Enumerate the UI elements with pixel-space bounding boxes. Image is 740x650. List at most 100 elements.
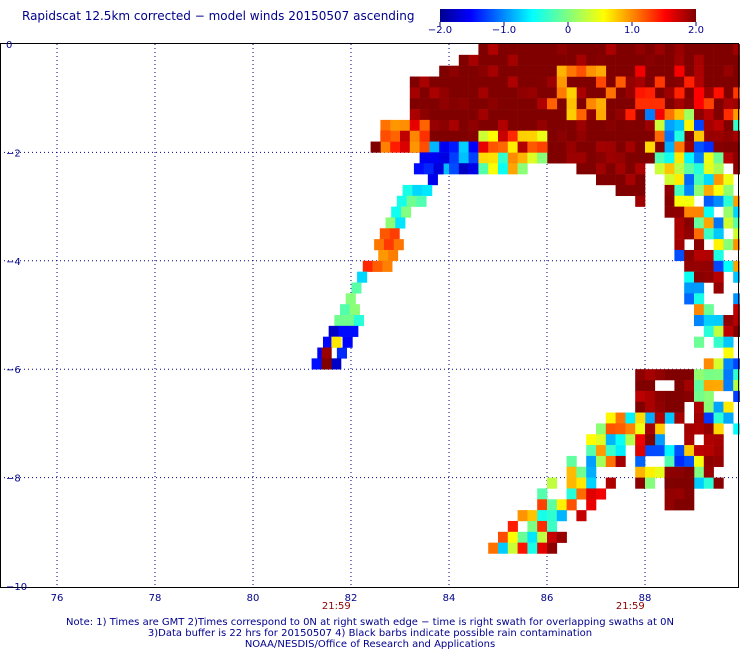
colorbar-tick-label: 1.0 xyxy=(624,25,640,36)
wind-cell xyxy=(419,98,430,110)
wind-cell xyxy=(331,336,342,348)
wind-cell xyxy=(439,119,450,131)
wind-cell xyxy=(576,163,587,175)
wind-cell xyxy=(645,445,656,457)
wind-cell xyxy=(684,466,695,478)
wind-cell xyxy=(605,44,616,56)
wind-cell xyxy=(694,477,705,489)
wind-cell xyxy=(703,174,714,186)
wind-cell xyxy=(380,130,391,142)
wind-cell xyxy=(703,423,714,435)
wind-cell xyxy=(694,163,705,175)
wind-cell xyxy=(498,531,509,543)
wind-cell xyxy=(566,119,577,131)
wind-cell xyxy=(723,130,734,142)
wind-cell xyxy=(478,76,489,88)
wind-cell xyxy=(674,163,685,175)
wind-cell xyxy=(703,87,714,99)
wind-cell xyxy=(527,510,538,522)
wind-cell xyxy=(388,249,399,262)
wind-cell xyxy=(703,390,714,402)
wind-cell xyxy=(694,260,705,272)
wind-cell xyxy=(664,130,675,142)
wind-cell xyxy=(576,76,587,88)
wind-cell xyxy=(674,130,685,142)
wind-cell xyxy=(488,130,499,142)
wind-cell xyxy=(468,163,479,175)
wind-cell xyxy=(586,434,597,446)
wind-cell xyxy=(507,98,518,110)
wind-cell xyxy=(507,65,518,77)
wind-cell xyxy=(586,445,597,457)
wind-cell xyxy=(439,163,450,175)
wind-cell xyxy=(576,152,587,164)
wind-cell xyxy=(625,87,636,99)
wind-cell xyxy=(605,87,616,99)
wind-cell xyxy=(694,336,705,348)
wind-cell xyxy=(694,401,705,413)
wind-cell xyxy=(723,260,734,272)
wind-cell xyxy=(488,152,499,164)
wind-cell xyxy=(674,44,685,56)
wind-cell xyxy=(684,369,695,381)
wind-cell xyxy=(733,380,740,392)
wind-cell xyxy=(654,87,665,99)
wind-cell xyxy=(635,119,646,131)
wind-cell xyxy=(635,445,646,457)
wind-cell xyxy=(733,87,740,99)
wind-cell xyxy=(684,163,695,175)
wind-cell xyxy=(684,423,695,435)
wind-cell xyxy=(694,249,705,262)
wind-cell xyxy=(596,65,607,77)
wind-cell xyxy=(684,228,695,240)
wind-cell xyxy=(576,510,587,522)
wind-cell xyxy=(723,119,734,131)
wind-cell xyxy=(351,282,362,294)
wind-cell xyxy=(449,109,460,121)
wind-cell xyxy=(703,44,714,56)
wind-cell xyxy=(488,87,499,99)
wind-cell xyxy=(537,65,548,77)
wind-cell xyxy=(507,163,518,175)
wind-cell xyxy=(517,119,528,131)
wind-cell xyxy=(498,76,509,88)
swath-time-labels: 21:59 21:59 xyxy=(322,601,645,612)
wind-cell xyxy=(713,358,724,370)
wind-cell xyxy=(664,76,675,88)
wind-cell xyxy=(733,76,740,88)
wind-cell xyxy=(684,109,695,121)
wind-cell xyxy=(713,195,724,207)
wind-cell xyxy=(664,488,675,500)
wind-cell xyxy=(605,445,616,457)
wind-cell xyxy=(556,44,567,56)
wind-cell xyxy=(713,217,724,229)
wind-cell xyxy=(615,76,626,88)
wind-cell xyxy=(478,141,489,153)
wind-cell xyxy=(694,271,705,283)
wind-cell xyxy=(556,65,567,77)
y-tick-label: −8 xyxy=(6,474,21,485)
wind-cell xyxy=(605,130,616,142)
wind-cell xyxy=(674,228,685,240)
wind-cell xyxy=(596,152,607,164)
wind-cell xyxy=(713,98,724,110)
wind-cell xyxy=(547,109,558,121)
wind-cell xyxy=(596,488,607,500)
wind-cell xyxy=(684,174,695,186)
wind-cell xyxy=(694,369,705,381)
wind-cell xyxy=(703,206,714,218)
wind-cell xyxy=(380,119,391,131)
wind-cell xyxy=(674,499,685,511)
wind-cell xyxy=(635,455,646,468)
wind-cell xyxy=(586,119,597,131)
wind-cell xyxy=(527,54,538,66)
wind-cell xyxy=(703,163,714,175)
wind-cell xyxy=(439,130,450,142)
wind-cell xyxy=(664,369,675,381)
wind-cell xyxy=(703,434,714,446)
wind-cell xyxy=(517,54,528,66)
wind-cell xyxy=(645,466,656,478)
wind-cell xyxy=(713,119,724,131)
wind-cell xyxy=(586,98,597,110)
wind-cell xyxy=(723,184,734,197)
